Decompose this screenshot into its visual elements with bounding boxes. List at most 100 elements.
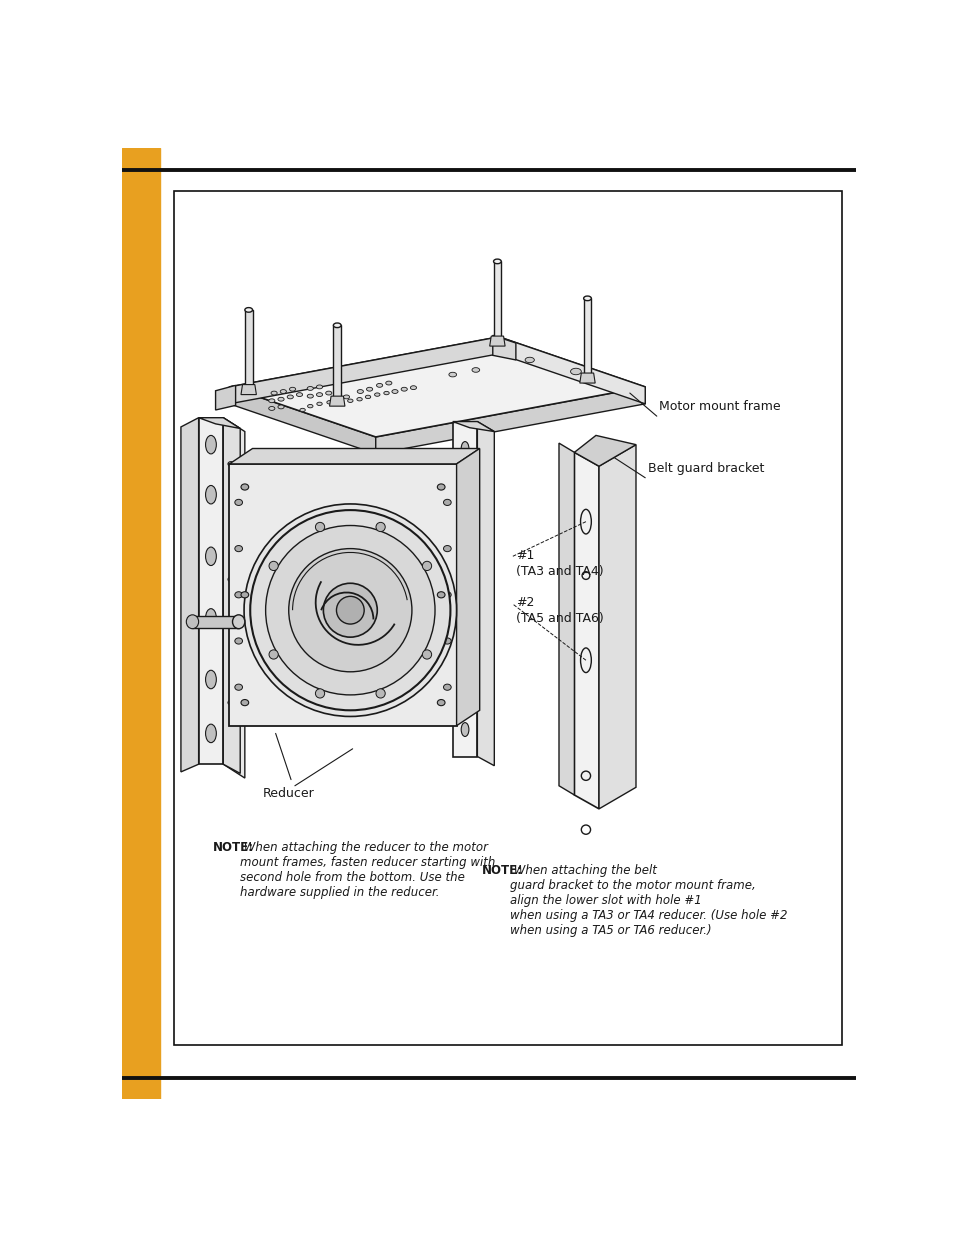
- Ellipse shape: [269, 561, 278, 571]
- Ellipse shape: [365, 395, 371, 399]
- Ellipse shape: [280, 389, 286, 394]
- Polygon shape: [498, 337, 644, 404]
- Ellipse shape: [277, 405, 284, 409]
- Ellipse shape: [233, 615, 245, 629]
- Polygon shape: [198, 417, 240, 429]
- Ellipse shape: [269, 650, 278, 659]
- Ellipse shape: [375, 689, 385, 698]
- Ellipse shape: [289, 548, 412, 672]
- Ellipse shape: [436, 592, 444, 598]
- Ellipse shape: [460, 442, 469, 456]
- Text: Belt guard bracket: Belt guard bracket: [647, 462, 763, 474]
- Ellipse shape: [307, 404, 313, 408]
- Ellipse shape: [460, 722, 469, 736]
- Ellipse shape: [299, 409, 305, 411]
- Text: When attaching the belt
guard bracket to the motor mount frame,
align the lower : When attaching the belt guard bracket to…: [509, 864, 786, 937]
- Ellipse shape: [307, 394, 313, 398]
- Ellipse shape: [400, 388, 407, 391]
- Polygon shape: [489, 336, 504, 346]
- Ellipse shape: [366, 388, 373, 391]
- Ellipse shape: [234, 592, 242, 598]
- Polygon shape: [241, 384, 256, 395]
- Ellipse shape: [269, 406, 274, 410]
- Ellipse shape: [269, 399, 274, 403]
- Text: Reducer: Reducer: [262, 787, 314, 800]
- Ellipse shape: [392, 389, 397, 394]
- Ellipse shape: [205, 724, 216, 742]
- Polygon shape: [493, 336, 516, 359]
- Ellipse shape: [327, 400, 332, 404]
- Text: NOTE:: NOTE:: [213, 841, 253, 855]
- Ellipse shape: [234, 684, 242, 690]
- Ellipse shape: [356, 389, 363, 394]
- Ellipse shape: [449, 372, 456, 377]
- Ellipse shape: [244, 504, 456, 716]
- Ellipse shape: [472, 368, 479, 372]
- Bar: [173, 190, 841, 1045]
- Ellipse shape: [228, 462, 233, 466]
- Ellipse shape: [443, 546, 451, 552]
- Polygon shape: [223, 417, 240, 773]
- Ellipse shape: [570, 368, 580, 374]
- Polygon shape: [229, 387, 375, 454]
- Ellipse shape: [245, 384, 253, 389]
- Ellipse shape: [205, 671, 216, 689]
- Bar: [121, 148, 160, 1099]
- Ellipse shape: [315, 522, 324, 531]
- Ellipse shape: [493, 259, 500, 264]
- Polygon shape: [229, 337, 644, 437]
- Ellipse shape: [205, 436, 216, 454]
- Ellipse shape: [296, 393, 302, 396]
- Ellipse shape: [205, 485, 216, 504]
- Polygon shape: [375, 387, 644, 454]
- Ellipse shape: [271, 391, 277, 395]
- Ellipse shape: [234, 638, 242, 645]
- Polygon shape: [476, 421, 494, 766]
- Ellipse shape: [245, 308, 253, 312]
- Ellipse shape: [383, 391, 389, 395]
- Ellipse shape: [385, 382, 392, 385]
- Ellipse shape: [250, 510, 450, 710]
- Ellipse shape: [316, 393, 322, 396]
- Text: #2
(TA5 and TA6): #2 (TA5 and TA6): [516, 597, 603, 625]
- Ellipse shape: [443, 592, 451, 598]
- Polygon shape: [229, 464, 456, 726]
- Ellipse shape: [325, 391, 332, 395]
- Ellipse shape: [333, 324, 341, 327]
- Ellipse shape: [316, 403, 322, 405]
- Ellipse shape: [460, 673, 469, 687]
- Polygon shape: [453, 421, 494, 431]
- Ellipse shape: [315, 689, 324, 698]
- Ellipse shape: [410, 385, 416, 389]
- Polygon shape: [223, 417, 245, 778]
- Text: When attaching the reducer to the motor
mount frames, fasten reducer starting wi: When attaching the reducer to the motor …: [240, 841, 495, 899]
- Ellipse shape: [375, 522, 385, 531]
- Ellipse shape: [234, 546, 242, 552]
- Polygon shape: [558, 443, 574, 795]
- Polygon shape: [333, 325, 341, 399]
- Ellipse shape: [323, 583, 376, 637]
- Ellipse shape: [436, 484, 444, 490]
- Polygon shape: [598, 445, 636, 809]
- Ellipse shape: [334, 389, 340, 394]
- Polygon shape: [456, 448, 479, 726]
- Text: #1
(TA3 and TA4): #1 (TA3 and TA4): [516, 548, 603, 578]
- Text: Motor mount frame: Motor mount frame: [659, 400, 780, 412]
- Polygon shape: [574, 436, 636, 466]
- Polygon shape: [493, 262, 500, 338]
- Polygon shape: [453, 421, 476, 757]
- Polygon shape: [329, 396, 345, 406]
- Ellipse shape: [234, 499, 242, 505]
- Ellipse shape: [443, 684, 451, 690]
- Ellipse shape: [460, 492, 469, 505]
- Ellipse shape: [460, 611, 469, 625]
- Ellipse shape: [524, 357, 534, 363]
- Ellipse shape: [287, 395, 293, 399]
- Ellipse shape: [443, 499, 451, 505]
- Ellipse shape: [277, 398, 284, 401]
- Ellipse shape: [205, 609, 216, 627]
- Ellipse shape: [583, 296, 591, 300]
- Ellipse shape: [443, 638, 451, 645]
- Ellipse shape: [343, 395, 349, 399]
- Polygon shape: [583, 299, 591, 375]
